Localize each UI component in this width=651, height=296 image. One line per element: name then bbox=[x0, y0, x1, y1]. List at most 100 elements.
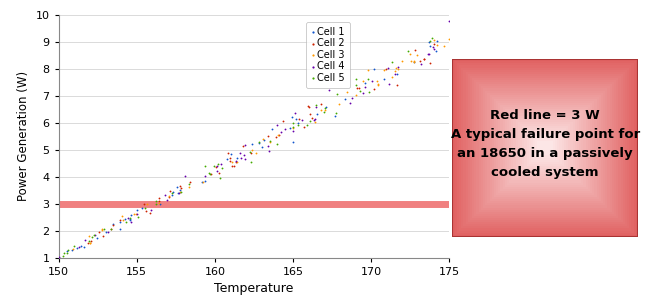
Cell 3 bbox=[386, 75, 396, 79]
Cell 3 bbox=[429, 38, 439, 42]
FancyBboxPatch shape bbox=[514, 118, 577, 178]
FancyBboxPatch shape bbox=[472, 78, 618, 218]
Cell 5 bbox=[150, 202, 161, 207]
Cell 4 bbox=[216, 161, 227, 166]
Cell 4 bbox=[231, 159, 242, 163]
Cell 1 bbox=[247, 141, 257, 146]
Cell 2 bbox=[214, 171, 225, 176]
Cell 3 bbox=[393, 66, 403, 71]
Cell 4 bbox=[423, 52, 434, 56]
Cell 5 bbox=[167, 191, 177, 196]
Cell 5 bbox=[351, 76, 361, 81]
Cell 2 bbox=[414, 59, 424, 64]
FancyBboxPatch shape bbox=[535, 139, 555, 157]
Cell 3 bbox=[227, 160, 237, 164]
Cell 2 bbox=[429, 42, 439, 46]
Cell 4 bbox=[240, 143, 251, 148]
Cell 2 bbox=[229, 163, 240, 168]
FancyBboxPatch shape bbox=[511, 115, 579, 181]
Cell 1 bbox=[255, 140, 265, 145]
Cell 3 bbox=[257, 136, 268, 141]
Cell 5 bbox=[311, 103, 321, 107]
Cell 4 bbox=[264, 148, 274, 153]
FancyBboxPatch shape bbox=[461, 67, 630, 229]
Cell 4 bbox=[311, 105, 322, 110]
Cell 5 bbox=[176, 190, 186, 194]
Cell 3 bbox=[316, 108, 327, 112]
FancyBboxPatch shape bbox=[492, 97, 599, 199]
Cell 5 bbox=[120, 220, 131, 224]
FancyBboxPatch shape bbox=[470, 76, 620, 220]
Cell 5 bbox=[288, 125, 299, 130]
Cell 4 bbox=[126, 219, 136, 224]
Cell 5 bbox=[354, 88, 365, 93]
FancyBboxPatch shape bbox=[501, 105, 590, 191]
FancyBboxPatch shape bbox=[505, 109, 586, 187]
Cell 2 bbox=[273, 133, 284, 137]
Cell 3 bbox=[154, 201, 165, 206]
Cell 1 bbox=[430, 48, 441, 53]
Cell 4 bbox=[263, 144, 273, 149]
Cell 4 bbox=[54, 255, 64, 260]
Cell 5 bbox=[89, 232, 99, 237]
Cell 1 bbox=[312, 112, 323, 117]
Cell 2 bbox=[163, 194, 174, 199]
Cell 3 bbox=[310, 120, 320, 125]
Cell 2 bbox=[419, 57, 429, 62]
FancyBboxPatch shape bbox=[478, 84, 612, 212]
FancyBboxPatch shape bbox=[494, 99, 596, 197]
Cell 3 bbox=[372, 82, 383, 87]
Cell 2 bbox=[305, 111, 316, 116]
Cell 4 bbox=[428, 45, 439, 50]
Cell 3 bbox=[372, 79, 382, 84]
Cell 3 bbox=[84, 233, 94, 238]
Cell 4 bbox=[240, 156, 251, 161]
Cell 1 bbox=[124, 217, 135, 221]
Cell 4 bbox=[173, 191, 184, 195]
Cell 3 bbox=[131, 212, 141, 216]
Cell 4 bbox=[80, 238, 90, 243]
Cell 1 bbox=[339, 96, 350, 101]
Cell 3 bbox=[320, 107, 331, 112]
Cell 1 bbox=[92, 236, 102, 241]
Cell 1 bbox=[292, 120, 303, 125]
Cell 1 bbox=[432, 38, 443, 43]
Cell 1 bbox=[200, 179, 210, 184]
Cell 5 bbox=[246, 160, 256, 165]
FancyBboxPatch shape bbox=[452, 59, 638, 237]
Cell 3 bbox=[198, 180, 208, 185]
Cell 2 bbox=[316, 101, 326, 106]
Cell 3 bbox=[397, 59, 408, 64]
Cell 1 bbox=[197, 180, 207, 185]
Cell 4 bbox=[357, 91, 368, 95]
Cell 3 bbox=[68, 246, 79, 251]
FancyBboxPatch shape bbox=[503, 107, 588, 189]
Cell 3 bbox=[404, 52, 415, 57]
Cell 3 bbox=[409, 59, 419, 64]
Cell 4 bbox=[311, 117, 321, 121]
Cell 4 bbox=[90, 233, 100, 238]
Cell 1 bbox=[132, 208, 142, 213]
Cell 5 bbox=[363, 76, 373, 81]
Cell 1 bbox=[369, 67, 380, 72]
Cell 3 bbox=[85, 240, 95, 245]
Cell 3 bbox=[363, 67, 374, 72]
Cell 4 bbox=[393, 65, 404, 70]
Cell 3 bbox=[288, 126, 298, 131]
FancyBboxPatch shape bbox=[529, 132, 562, 164]
Cell 4 bbox=[367, 79, 378, 83]
Cell 3 bbox=[406, 59, 416, 64]
Cell 2 bbox=[419, 57, 429, 61]
Cell 1 bbox=[258, 138, 269, 143]
FancyBboxPatch shape bbox=[522, 126, 568, 170]
Cell 2 bbox=[86, 239, 96, 243]
Cell 4 bbox=[296, 118, 307, 122]
Cell 5 bbox=[319, 109, 329, 114]
Cell 5 bbox=[424, 38, 435, 43]
Cell 4 bbox=[122, 216, 133, 221]
Cell 2 bbox=[230, 160, 241, 165]
Cell 3 bbox=[264, 139, 275, 144]
Legend: Cell 1, Cell 2, Cell 3, Cell 4, Cell 5: Cell 1, Cell 2, Cell 3, Cell 4, Cell 5 bbox=[305, 22, 350, 88]
Cell 2 bbox=[245, 151, 256, 155]
Cell 2 bbox=[98, 233, 108, 238]
